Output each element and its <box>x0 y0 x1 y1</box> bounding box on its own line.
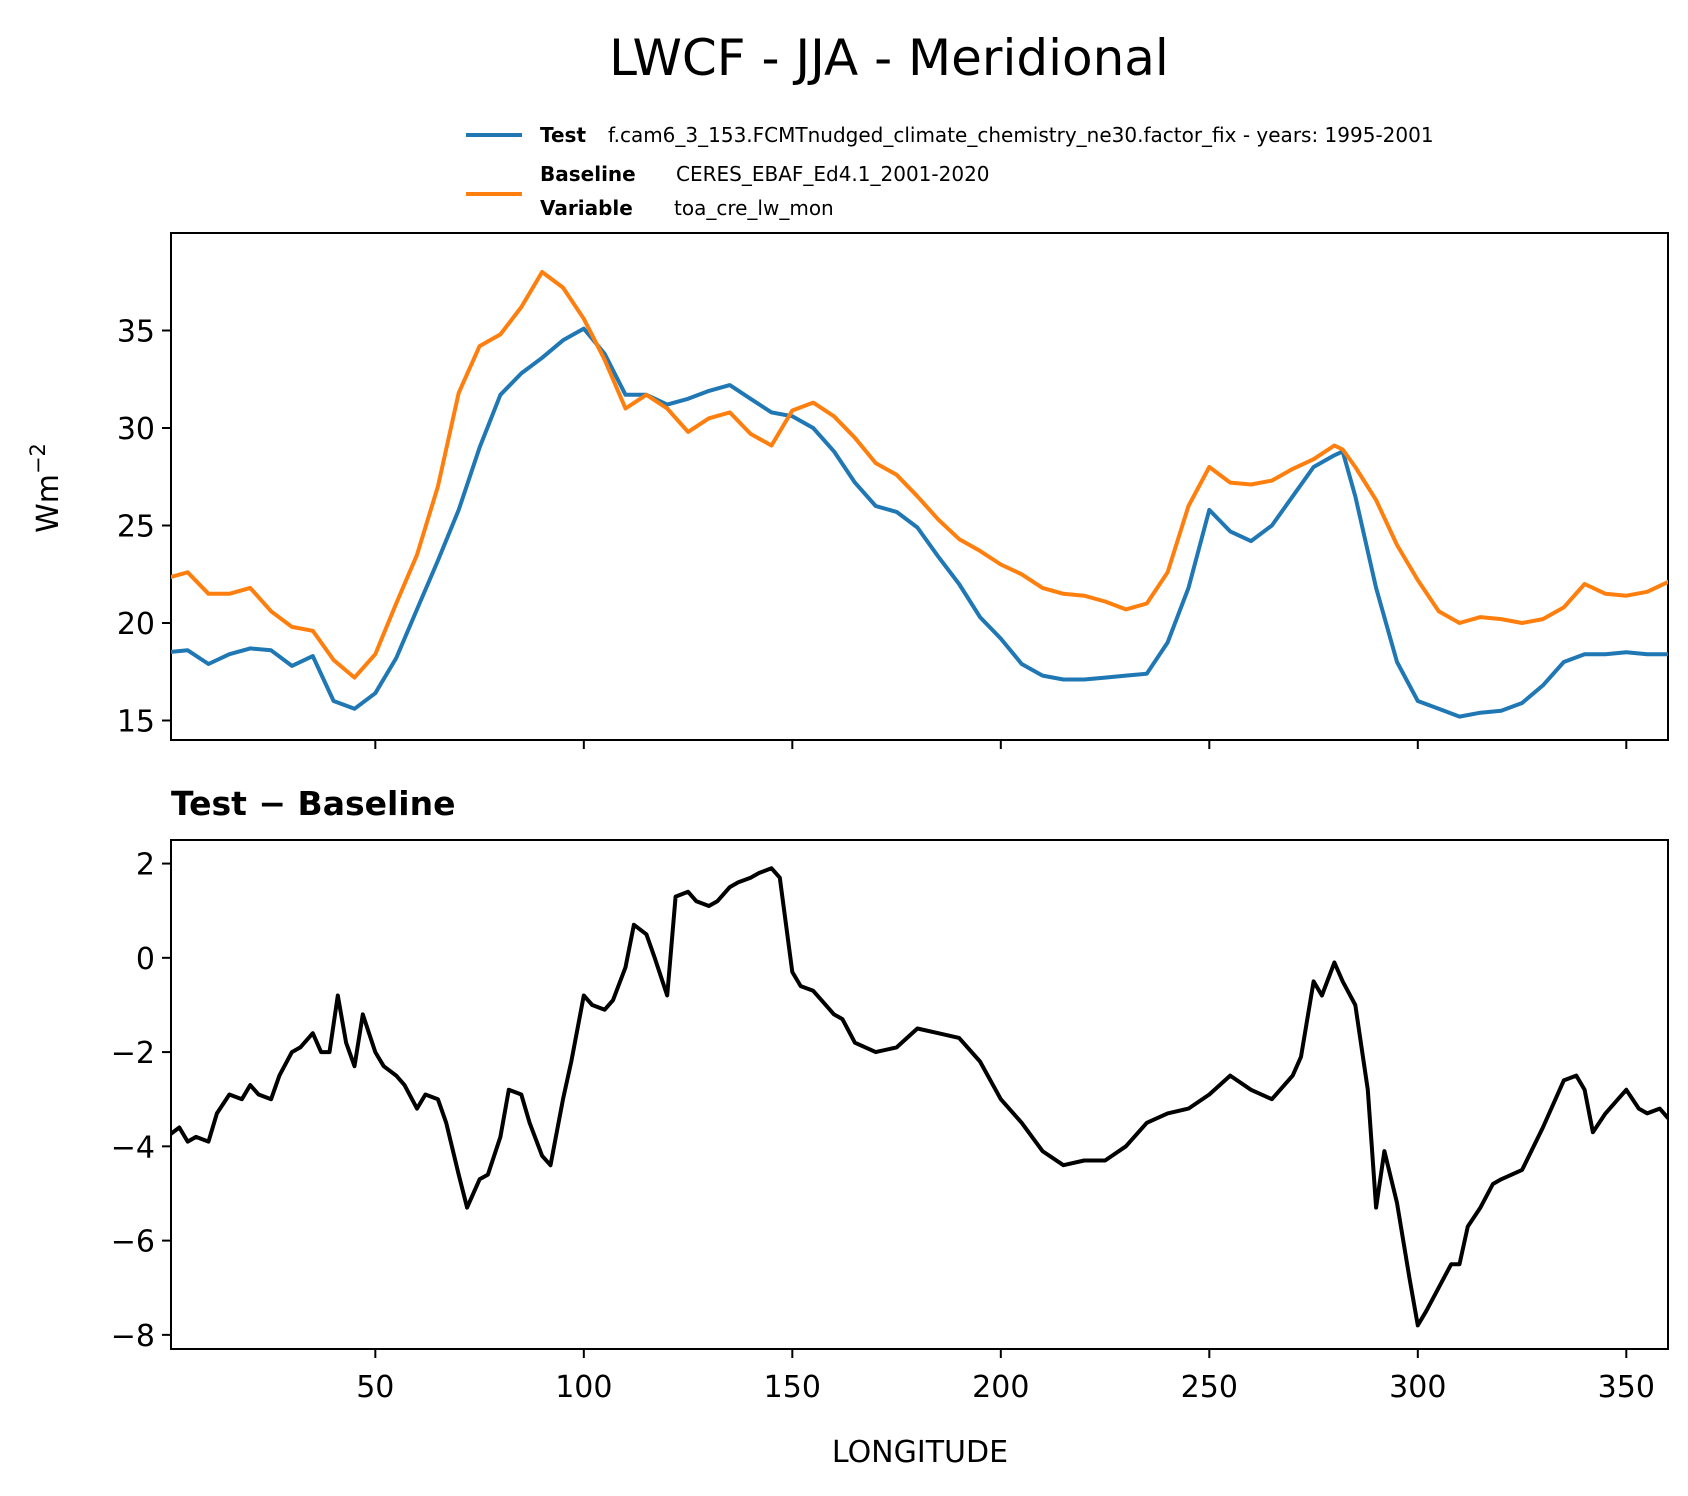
top-y-axis: 15 20 25 30 35 <box>117 315 171 740</box>
bottom-x-tick-label: 250 <box>1181 1370 1238 1405</box>
figure-title: LWCF - JJA - Meridional <box>609 29 1169 87</box>
bottom-panel: Test − Baseline −8 −6 −4 −2 0 2 50 100 150 200 25… <box>111 784 1669 1470</box>
ylabel-superscript: −2 <box>26 443 50 474</box>
top-y-axis-label: Wm−2 <box>26 443 66 533</box>
bottom-x-tick-label: 150 <box>764 1370 821 1405</box>
bottom-y-tick-label: 2 <box>136 848 155 883</box>
top-y-tick-label: 30 <box>117 412 155 447</box>
bottom-x-tick-label: 100 <box>555 1370 612 1405</box>
bottom-y-tick-label: −4 <box>111 1130 155 1165</box>
bottom-x-tick-label: 200 <box>972 1370 1029 1405</box>
ylabel-base: Wm <box>31 474 66 533</box>
legend-variable-key: Variable <box>540 196 633 220</box>
bottom-series-line-test-baseline <box>171 866 1668 1328</box>
bottom-y-tick-label: −2 <box>111 1036 155 1071</box>
top-series-line-test <box>171 326 1668 719</box>
bottom-x-tick-label: 50 <box>356 1370 394 1405</box>
bottom-y-axis: −8 −6 −4 −2 0 2 <box>111 848 171 1354</box>
top-y-tick-label: 15 <box>117 705 155 740</box>
legend-variable-value: toa_cre_lw_mon <box>674 196 834 220</box>
bottom-x-axis: 50 100 150 200 250 300 350 <box>356 1349 1655 1405</box>
legend-baseline-key: Baseline <box>540 162 636 186</box>
legend-test-key: Test <box>540 123 586 147</box>
bottom-plot-frame <box>170 839 1669 1350</box>
top-panel: 15 20 25 30 35 Wm−2 <box>26 232 1669 749</box>
legend-test-value: f.cam6_3_153.FCMTnudged_climate_chemistr… <box>608 123 1434 147</box>
bottom-series <box>171 866 1668 1328</box>
top-plot-frame <box>170 232 1669 741</box>
x-axis-label: LONGITUDE <box>832 1435 1008 1470</box>
top-y-tick-label: 20 <box>117 607 155 642</box>
legend-baseline-value: CERES_EBAF_Ed4.1_2001-2020 <box>676 162 990 186</box>
bottom-y-tick-label: −6 <box>111 1225 155 1260</box>
top-series-line-baseline <box>171 270 1668 680</box>
legend: Test f.cam6_3_153.FCMTnudged_climate_che… <box>466 123 1434 220</box>
top-series <box>171 270 1668 719</box>
bottom-y-tick-label: −8 <box>111 1319 155 1354</box>
top-x-axis <box>374 740 1628 749</box>
top-y-tick-label: 35 <box>117 315 155 350</box>
bottom-x-tick-label: 350 <box>1598 1370 1655 1405</box>
difference-title: Test − Baseline <box>171 784 456 823</box>
bottom-y-tick-label: 0 <box>136 942 155 977</box>
top-y-tick-label: 25 <box>117 510 155 545</box>
bottom-x-tick-label: 300 <box>1389 1370 1446 1405</box>
